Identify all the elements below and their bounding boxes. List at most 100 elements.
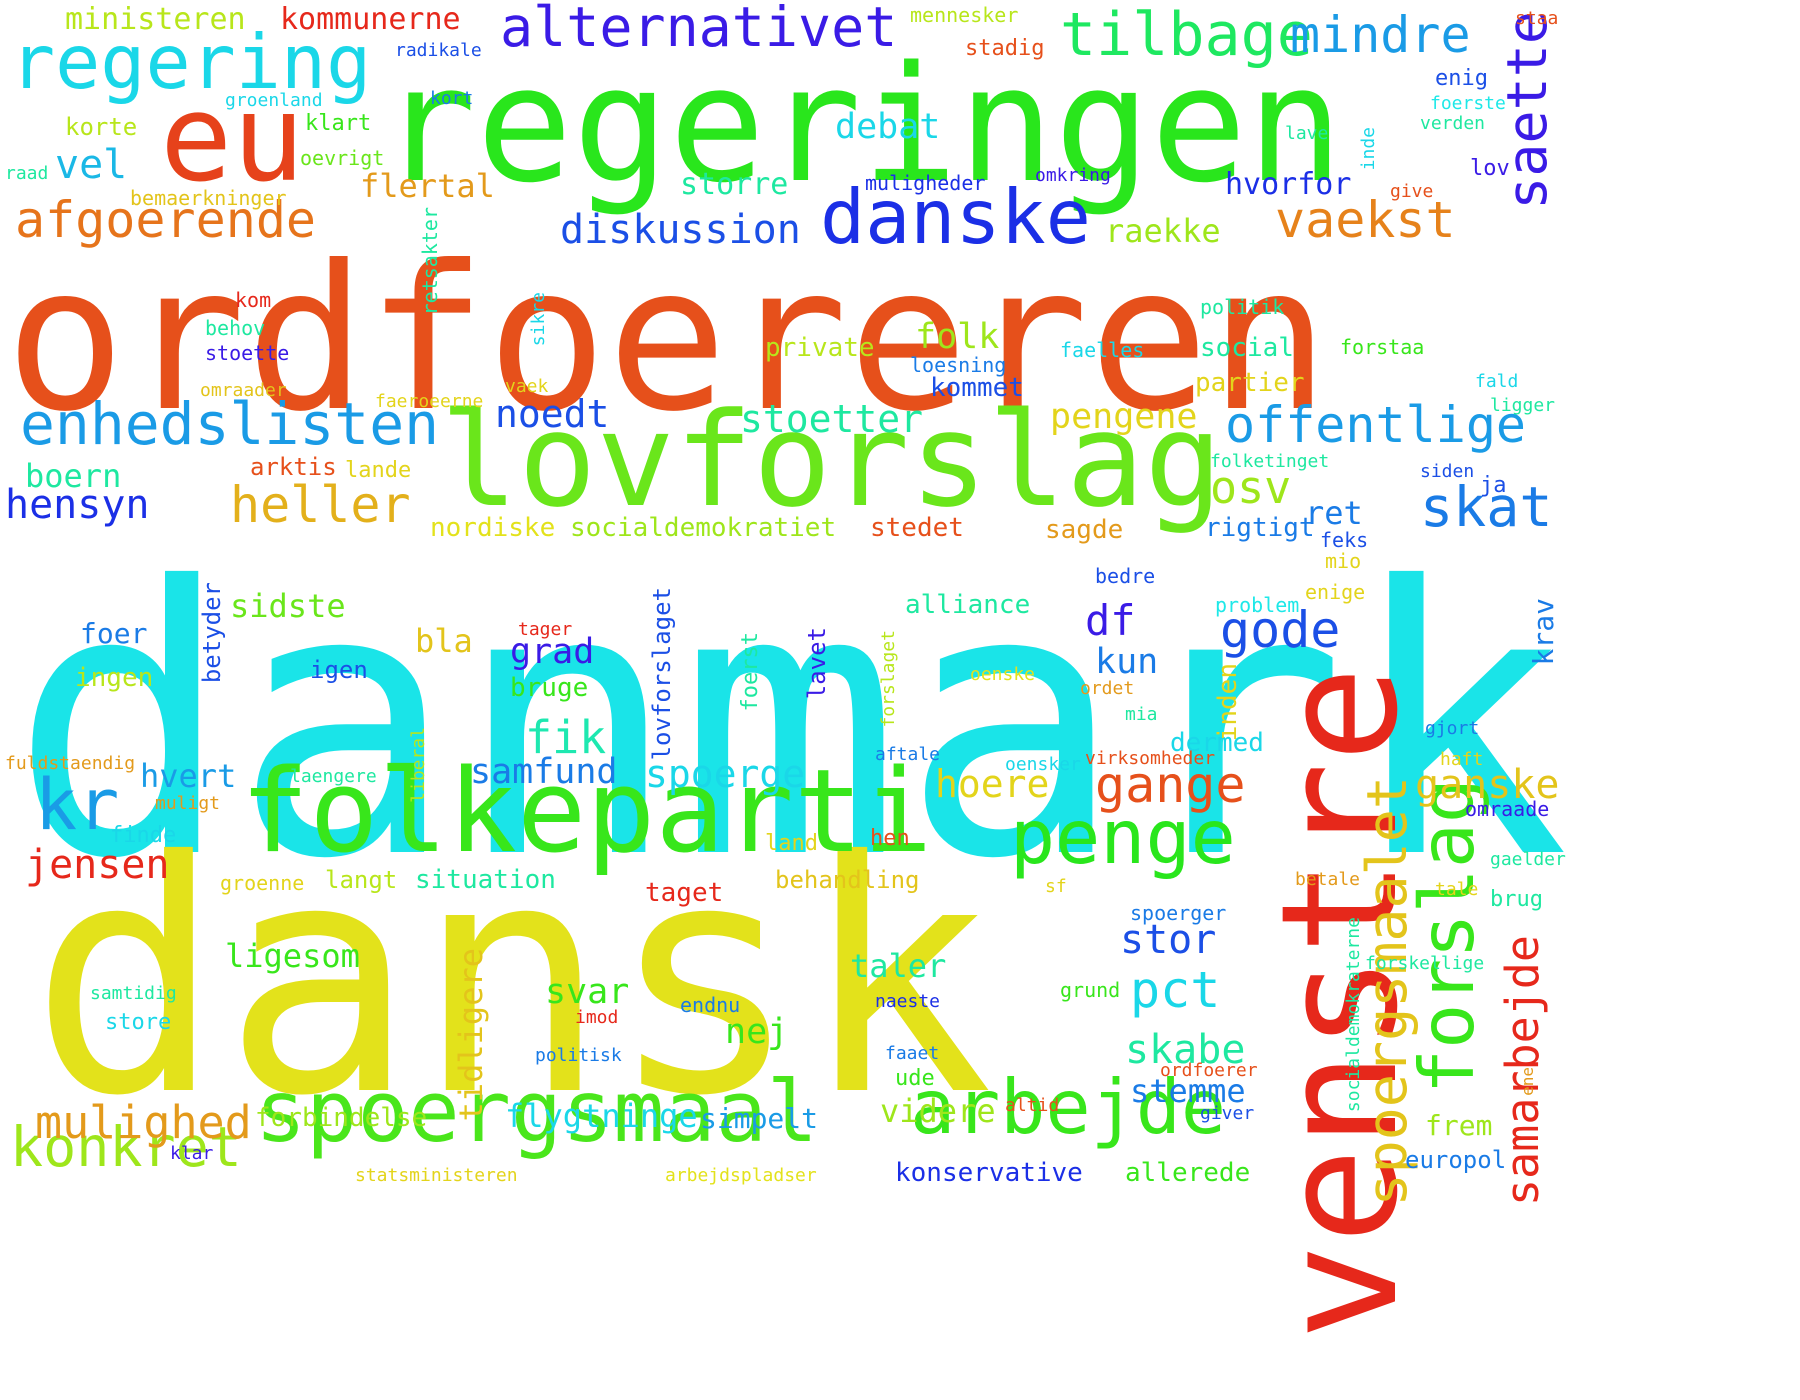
word-jensen: jensen [25, 842, 170, 888]
word-fuldstaendig: fuldstaendig [5, 753, 136, 774]
word-regering: regering [10, 18, 372, 106]
word-dermed: dermed [1170, 728, 1264, 758]
word-laengere: laengere [290, 766, 377, 787]
word-lande: lande [345, 458, 412, 483]
word-allerede: allerede [1125, 1158, 1251, 1188]
word-staa: staa [1515, 8, 1559, 29]
word-radikale: radikale [395, 40, 482, 61]
word-stoetter: stoetter [740, 397, 924, 441]
word-private: private [765, 333, 875, 363]
word-foerste: foerste [1430, 93, 1506, 114]
word-konkret: konkret [10, 1115, 242, 1179]
word-igen: igen [310, 656, 368, 684]
word-debat: debat [835, 107, 941, 147]
word-diskussion: diskussion [560, 207, 801, 253]
word-brug: brug [1490, 887, 1543, 912]
word-spoergsmaalet: spoergsmaalet [1355, 776, 1419, 1207]
word-offentlige: offentlige [1225, 396, 1527, 454]
word-arbejde: arbejde [910, 1063, 1227, 1151]
word-ministeren: ministeren [65, 2, 246, 37]
word-feks: feks [1320, 528, 1369, 552]
word-mia: mia [1125, 704, 1158, 725]
word-kun: kun [1095, 642, 1159, 682]
word-boern: boern [25, 457, 122, 495]
word-afgoerende: afgoerende [15, 191, 317, 249]
word-mulighed: mulighed [35, 1096, 252, 1149]
word-stoette: stoette [205, 341, 290, 365]
word-altid: altid [1005, 1095, 1060, 1116]
word-grad: grad [510, 632, 595, 672]
word-situation: situation [415, 865, 556, 895]
word-arbejdspladser: arbejdspladser [665, 1165, 817, 1186]
word-retsakter: retsakter [418, 207, 442, 316]
word-klart: klart [305, 111, 372, 136]
word-spoerger: spoerger [1130, 901, 1227, 925]
word-rigtigt: rigtigt [1205, 513, 1315, 543]
word-omraade: omraade [1465, 797, 1550, 821]
word-give: give [1390, 181, 1434, 202]
word-gjort: gjort [1425, 718, 1480, 739]
word-flertal: flertal [360, 167, 495, 205]
word-muligt: muligt [155, 793, 221, 814]
word-fik: fik [525, 711, 607, 764]
word-betale: betale [1295, 869, 1361, 890]
word-oevrigt: oevrigt [300, 146, 385, 170]
word-forstaa: forstaa [1340, 335, 1425, 359]
word-hoere: hoere [935, 762, 1050, 806]
word-vaekst: vaekst [1275, 191, 1456, 249]
word-hvorfor: hvorfor [1225, 167, 1352, 202]
word-gode: gode [1220, 601, 1341, 659]
word-spoerge: spoerge [645, 752, 806, 796]
word-loesning: loesning [910, 353, 1007, 377]
word-inde: inde [1358, 127, 1379, 171]
word-land: land [765, 831, 818, 856]
word-groenne: groenne [220, 871, 305, 895]
word-haft: haft [1440, 749, 1484, 770]
word-sikre: sikre [528, 292, 549, 347]
word-klar: klar [170, 1143, 214, 1164]
word-store: store [105, 1010, 172, 1035]
word-kort: kort [430, 88, 474, 109]
word-socialdemokratiet: socialdemokratiet [570, 513, 837, 543]
word-dansk: dansk [30, 794, 994, 1166]
word-danmark: danmark [10, 510, 1570, 940]
word-langt: langt [325, 866, 398, 894]
word-omkring: omkring [1035, 165, 1111, 186]
word-kr: kr [35, 764, 120, 846]
word-oenske: oenske [970, 664, 1036, 685]
word-heller: heller [230, 476, 411, 534]
word-lov: lov [1470, 156, 1510, 181]
word-ude: ude [895, 1066, 935, 1091]
word-liberal: liberal [408, 727, 429, 803]
word-raad: raad [5, 163, 49, 184]
word-aftale: aftale [875, 744, 941, 765]
word-osv: osv [1210, 461, 1292, 514]
word-partier: partier [1195, 368, 1305, 398]
word-giver: giver [1200, 1103, 1255, 1124]
word-social: social [1200, 333, 1294, 363]
word-muligheder: muligheder [865, 171, 986, 195]
word-mindre: mindre [1290, 6, 1471, 64]
word-folk: folk [915, 317, 1000, 357]
word-faaet: faaet [885, 1043, 940, 1064]
word-df: df [1085, 596, 1136, 645]
word-lavet: lavet [803, 627, 831, 700]
word-gaelder: gaelder [1490, 849, 1566, 870]
word-simpelt: simpelt [700, 1102, 819, 1135]
word-stedet: stedet [870, 513, 964, 543]
word-siden: siden [1420, 461, 1475, 482]
word-betyder: betyder [198, 582, 226, 684]
word-forslag: forslag [1403, 778, 1491, 1095]
word-ordfoerer: ordfoerer [1160, 1060, 1258, 1081]
word-skabe: skabe [1125, 1027, 1246, 1073]
word-forskellige: forskellige [1365, 953, 1485, 974]
word-stor: stor [1120, 917, 1217, 963]
word-tidligere: tidligere [452, 948, 490, 1122]
word-naeste: naeste [875, 991, 941, 1012]
word-foerst: foerst [738, 632, 763, 712]
word-hvert: hvert [140, 757, 237, 795]
word-lave: lave [1285, 123, 1329, 144]
word-groenland: groenland [225, 90, 323, 111]
word-enig: enig [1435, 66, 1488, 91]
word-foer: foer [80, 617, 148, 650]
